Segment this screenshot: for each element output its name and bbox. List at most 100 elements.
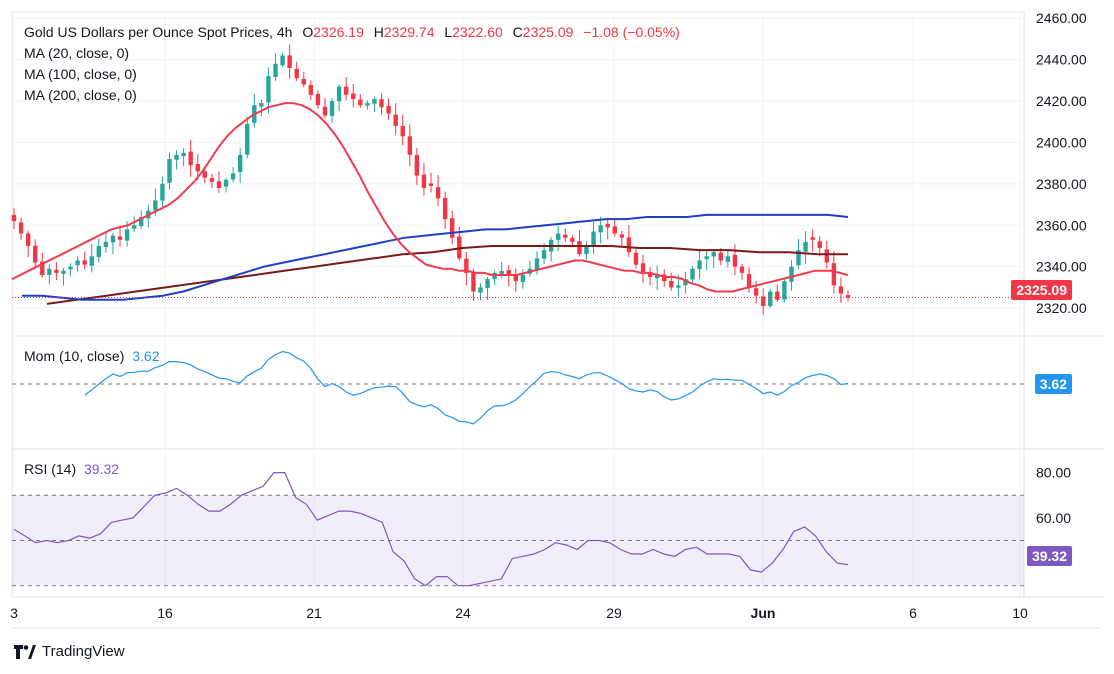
ma200-legend[interactable]: MA (200, close, 0) [24,87,137,103]
candle-body [824,249,829,263]
candle-body [336,86,342,102]
candle-body [556,233,561,240]
candle-body [669,280,674,288]
candle-body [25,233,31,246]
rsi-value: 39.32 [84,461,120,477]
candle-body [117,236,123,240]
candle-body [139,216,144,227]
ma20-line [11,102,849,293]
price-tick-label: 2360.00 [1036,217,1087,233]
change-value: −1.08 (−0.05%) [583,24,680,40]
close-label: C [512,24,523,40]
price-tick-label: 2420.00 [1036,93,1087,109]
candle-body [760,296,766,307]
candle-body [782,281,787,300]
candle-body [110,235,116,243]
candle-body [732,254,738,267]
candle-body [124,229,130,241]
candle-body [308,84,314,95]
candle-body [570,238,575,242]
mom-value: 3.62 [132,348,160,364]
candle-body [739,266,745,273]
ma20-legend[interactable]: MA (20, close, 0) [24,45,130,61]
candle-body [11,214,17,222]
candle-body [414,155,420,176]
high-label: H [373,24,384,40]
chart-legend-title: Gold US Dollars per Ounce Spot Prices, 4… [24,22,680,43]
candle-body [280,55,285,66]
tradingview-branding[interactable]: TradingView [14,643,125,660]
candle-body [245,123,250,155]
open-label: O [302,24,314,40]
candle-body [96,245,102,258]
candle-body [421,174,427,188]
candle-body [372,98,377,104]
candle-series [11,44,851,315]
candle-body [181,152,186,157]
candle-body [753,288,759,296]
rsi-legend[interactable]: RSI (14) 39.32 [24,459,119,480]
candle-body [789,266,794,282]
rsi-tick-label: 60.00 [1036,510,1071,526]
candle-body [654,274,660,279]
candle-body [775,291,780,300]
mom-tag: 3.62 [1034,374,1072,394]
candle-body [626,237,632,253]
candle-body [591,231,596,247]
candle-body [230,173,236,180]
price-tick-label: 2460.00 [1036,10,1087,26]
candle-body [683,279,688,286]
mom-legend[interactable]: Mom (10, close) 3.62 [24,346,160,367]
candle-body [471,272,476,292]
candle-body [160,183,165,201]
candle-body [831,263,837,286]
tradingview-logo-icon [14,644,36,659]
candle-body [796,250,801,266]
time-tick-label: 29 [606,605,622,621]
candle-body [358,99,363,106]
candle-body [351,93,356,99]
candle-body [810,237,815,240]
rsi-tick-label: 80.00 [1036,465,1071,481]
candle-body [54,269,59,273]
price-tick-label: 2380.00 [1036,176,1087,192]
time-tick-label: 24 [455,605,471,621]
candle-body [287,55,292,68]
candle-body [103,241,109,248]
time-tick-label: Jun [751,605,776,621]
time-tick-label: 16 [157,605,173,621]
candle-body [329,101,335,116]
candle-body [75,260,80,266]
ma100-line [22,213,849,301]
candle-body [131,225,137,229]
candle-body [577,241,582,255]
rsi-line [13,472,849,587]
candle-body [520,274,526,283]
candle-body [704,256,709,260]
candle-body [167,159,172,183]
candle-body [266,76,271,103]
candle-body [803,241,808,252]
price-tick-label: 2440.00 [1036,52,1087,68]
branding-text: TradingView [42,643,125,660]
high-value: 2329.74 [383,24,435,40]
candle-body [506,270,511,275]
candle-body [386,105,391,114]
candle-body [223,179,229,187]
candle-body [18,222,24,234]
low-value: 2322.60 [452,24,503,40]
candle-body [612,226,617,234]
rsi-tag: 39.32 [1026,546,1072,566]
candle-body [89,256,94,266]
candle-body [584,245,589,255]
candle-body [209,178,215,182]
candle-body [47,268,52,275]
symbol-title: Gold US Dollars per Ounce Spot Prices, 4… [24,24,293,40]
candle-body [513,274,519,282]
candle-body [619,234,625,238]
ma100-legend[interactable]: MA (100, close, 0) [24,66,137,82]
candle-body [676,285,681,288]
candle-body [273,63,278,78]
candle-body [541,250,547,259]
